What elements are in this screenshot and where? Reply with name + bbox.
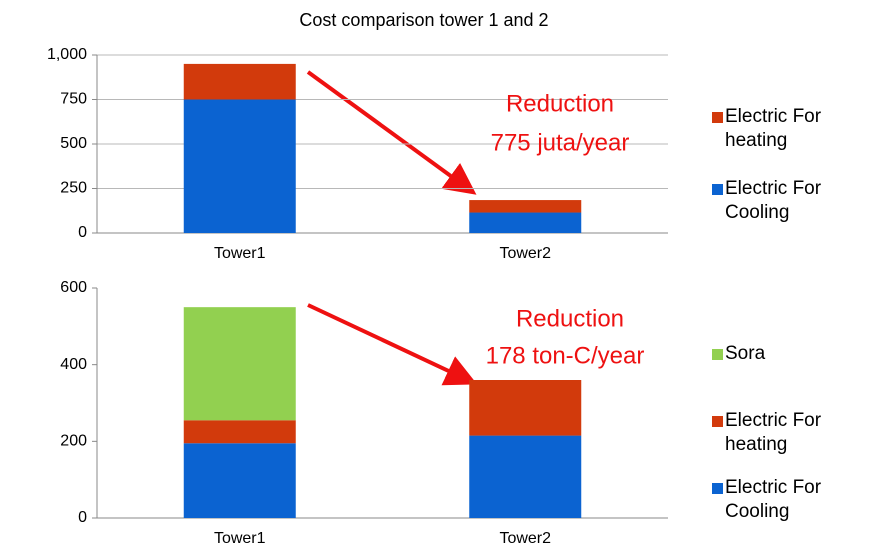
y-tick-label: 250 [60, 180, 87, 197]
annotation: 775 juta/year [491, 129, 630, 156]
y-tick-label: 400 [60, 356, 87, 373]
x-tick-label: Tower2 [499, 530, 551, 547]
x-tick-label: Tower1 [214, 530, 266, 547]
bar-segment [469, 212, 582, 233]
bar-segment [183, 443, 296, 518]
x-tick-label: Tower1 [214, 245, 266, 262]
legend-entry: Electric For heating [725, 106, 822, 151]
legend-swatch [712, 416, 723, 427]
legend-label: Electric For Cooling [725, 178, 822, 223]
annotation: 178 ton-C/year [486, 342, 645, 369]
legend-entry: Electric For Cooling [725, 178, 822, 223]
legend-swatch [712, 349, 723, 360]
bar-segment [469, 380, 582, 436]
y-tick-label: 500 [60, 135, 87, 152]
bar-segment [469, 200, 582, 213]
bar-segment [469, 435, 582, 518]
legend-entry: Sora [725, 343, 766, 364]
legend-swatch [712, 483, 723, 494]
legend-swatch [712, 112, 723, 123]
arrow [306, 70, 477, 195]
y-tick-label: 600 [60, 279, 87, 296]
legend-swatch [712, 184, 723, 195]
legend-label: Electric For Cooling [725, 477, 822, 522]
y-tick-label: 0 [78, 509, 87, 526]
x-tick-label: Tower2 [499, 245, 551, 262]
y-tick-label: 200 [60, 433, 87, 450]
arrow [307, 303, 478, 386]
legend-label: Sora [725, 343, 766, 364]
bar-segment [183, 63, 296, 100]
legend-entry: Electric For heating [725, 410, 822, 455]
legend-label: Electric For heating [725, 106, 822, 151]
y-tick-label: 1,000 [47, 46, 87, 63]
bar-segment [183, 99, 296, 233]
chart-title: Cost comparison tower 1 and 2 [299, 10, 548, 30]
y-tick-label: 0 [78, 224, 87, 241]
bar-segment [183, 307, 296, 421]
annotation: Reduction [516, 305, 624, 332]
annotation: Reduction [506, 90, 614, 117]
bar-segment [183, 420, 296, 444]
y-tick-label: 750 [60, 91, 87, 108]
legend-label: Electric For heating [725, 410, 822, 455]
legend-entry: Electric For Cooling [725, 477, 822, 522]
